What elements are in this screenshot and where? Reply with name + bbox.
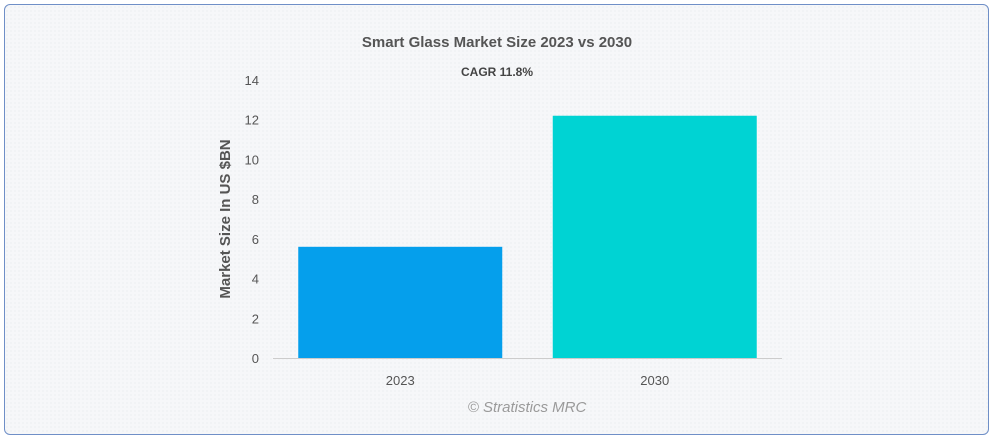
chart-frame [4,4,989,435]
y-tick-label: 12 [245,113,259,128]
bar-2030 [552,115,757,358]
bars-group [298,115,757,358]
y-axis-label: Market Size In US $BN [217,139,234,298]
x-tick-label: 2023 [386,373,415,388]
credit-text: © Stratistics MRC [468,399,587,416]
chart-title: Smart Glass Market Size 2023 vs 2030 [362,34,632,51]
bar-2023 [298,246,503,358]
x-axis-ticks: 2023 2030 [386,373,669,388]
y-tick-label: 0 [252,351,259,366]
y-tick-label: 8 [252,192,259,207]
y-tick-label: 6 [252,232,259,247]
y-tick-label: 2 [252,311,259,326]
chart-subtitle: CAGR 11.8% [461,65,533,79]
y-tick-label: 14 [245,73,259,88]
y-tick-label: 4 [252,272,259,287]
y-axis-ticks: 0 2 4 6 8 10 12 14 [245,73,259,366]
x-tick-label: 2030 [640,373,669,388]
y-tick-label: 10 [245,152,259,167]
